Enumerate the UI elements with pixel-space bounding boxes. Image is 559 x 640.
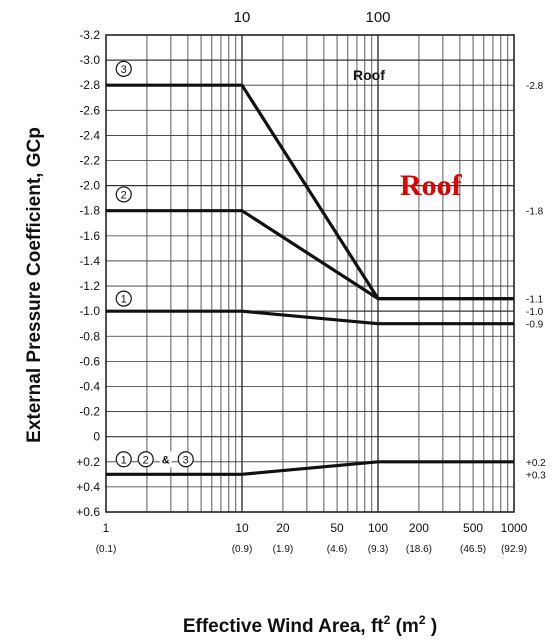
x-tick-metric-label: (9.3) xyxy=(368,544,389,555)
y-tick-label: -1.4 xyxy=(79,254,100,268)
y-tick-label: +0.6 xyxy=(76,505,100,519)
right-value-label: -1.1 xyxy=(526,295,544,306)
x-tick-metric-label: (0.9) xyxy=(232,544,253,555)
x-tick-label: 10 xyxy=(235,521,249,535)
series-line xyxy=(106,309,514,326)
zone-number: 1 xyxy=(121,454,127,466)
y-tick-label: -2.0 xyxy=(79,179,100,193)
y-tick-label: -3.2 xyxy=(79,28,100,42)
y-tick-label: 0 xyxy=(93,430,100,444)
top-x-tick-label: 10 xyxy=(234,9,251,26)
y-tick-label: -0.2 xyxy=(79,405,100,419)
series-labels: 3 2 1 1 2 & 3 xyxy=(115,60,194,468)
zone-number: 2 xyxy=(143,454,149,466)
x-axis-title: Effective Wind Area, ft2 (m2 ) xyxy=(183,613,437,637)
y-tick-label: -2.6 xyxy=(79,103,100,117)
zone-marker-bg xyxy=(159,451,172,468)
zone-number: 3 xyxy=(121,64,127,76)
x-tick-metric-label: (1.9) xyxy=(273,544,294,555)
zone-number: 2 xyxy=(121,189,127,201)
x-tick-label: 500 xyxy=(463,521,483,535)
zone-marker: 2 xyxy=(115,186,132,203)
y-tick-label: +0.2 xyxy=(76,455,100,469)
right-value-label: -2.8 xyxy=(526,81,544,92)
zone-circle xyxy=(115,451,132,468)
y-tick-label: -0.4 xyxy=(79,379,100,393)
y-tick-label: +0.4 xyxy=(76,480,100,494)
zone-circle xyxy=(177,451,194,468)
x-tick-label: 1 xyxy=(103,521,110,535)
series-line xyxy=(106,209,514,301)
zone-circle xyxy=(137,451,154,468)
y-tick-label: -0.6 xyxy=(79,354,100,368)
y-tick-label: -2.4 xyxy=(79,128,100,142)
y-tick-label: -2.8 xyxy=(79,78,100,92)
tick-labels: -3.2 -3.0 -2.8 -2.6 -2.4 -2.2 -2.0 -1.8 -1.6 -1.4… xyxy=(76,9,546,555)
y-tick-label: -2.2 xyxy=(79,154,100,168)
x-tick-metric-label: (46.5) xyxy=(460,544,486,555)
x-tick-label: 20 xyxy=(276,521,290,535)
x-tick-label: 200 xyxy=(409,521,429,535)
right-value-label: -1.8 xyxy=(526,207,544,218)
y-tick-label: -1.8 xyxy=(79,204,100,218)
zone-number: 1 xyxy=(121,294,127,306)
y-tick-label: -3.0 xyxy=(79,53,100,67)
zone-marker: 1 2 & 3 xyxy=(115,451,194,468)
y-axis-title: External Pressure Coefficient, GCp xyxy=(24,127,45,443)
zone-circle xyxy=(115,186,132,203)
grid-lines xyxy=(105,34,515,513)
zone-number: 3 xyxy=(183,454,189,466)
x-axis-title-paren-open: (m xyxy=(396,616,419,637)
x-tick-metric-label: (92.9) xyxy=(501,544,527,555)
x-tick-metric-label: (18.6) xyxy=(406,544,432,555)
y-tick-label: -1.6 xyxy=(79,229,100,243)
x-axis-title-sup: 2 xyxy=(384,613,391,627)
series-line xyxy=(106,460,514,476)
roof-title: Roof xyxy=(353,67,385,83)
x-tick-label: 100 xyxy=(368,521,388,535)
top-x-tick-label: 100 xyxy=(365,9,390,26)
zone-marker: 3 xyxy=(115,60,132,77)
x-tick-metric-label: (0.1) xyxy=(96,544,117,555)
zone-circle xyxy=(115,290,132,307)
x-axis-title-paren-sup: 2 xyxy=(419,613,426,627)
y-tick-label: -1.2 xyxy=(79,279,100,293)
right-value-label: +0.2 xyxy=(526,458,546,469)
series-lines xyxy=(106,83,514,476)
right-value-label: +0.3 xyxy=(526,470,546,481)
right-value-label: -1.0 xyxy=(526,307,544,318)
x-tick-label: 50 xyxy=(330,521,344,535)
zone-ampersand: & xyxy=(162,454,170,466)
roof-overlay-label: Roof xyxy=(400,169,463,202)
y-tick-label: -0.8 xyxy=(79,329,100,343)
x-axis-title-main: Effective Wind Area, ft xyxy=(183,616,384,637)
x-tick-label: 1000 xyxy=(501,521,528,535)
right-value-label: -0.9 xyxy=(526,320,544,331)
y-tick-label: -1.0 xyxy=(79,304,100,318)
zone-marker: 1 xyxy=(115,290,132,307)
plot-frame xyxy=(105,34,515,513)
zone-circle xyxy=(115,60,132,77)
x-axis-title-paren-close: ) xyxy=(431,616,437,637)
x-tick-metric-label: (4.6) xyxy=(327,544,348,555)
